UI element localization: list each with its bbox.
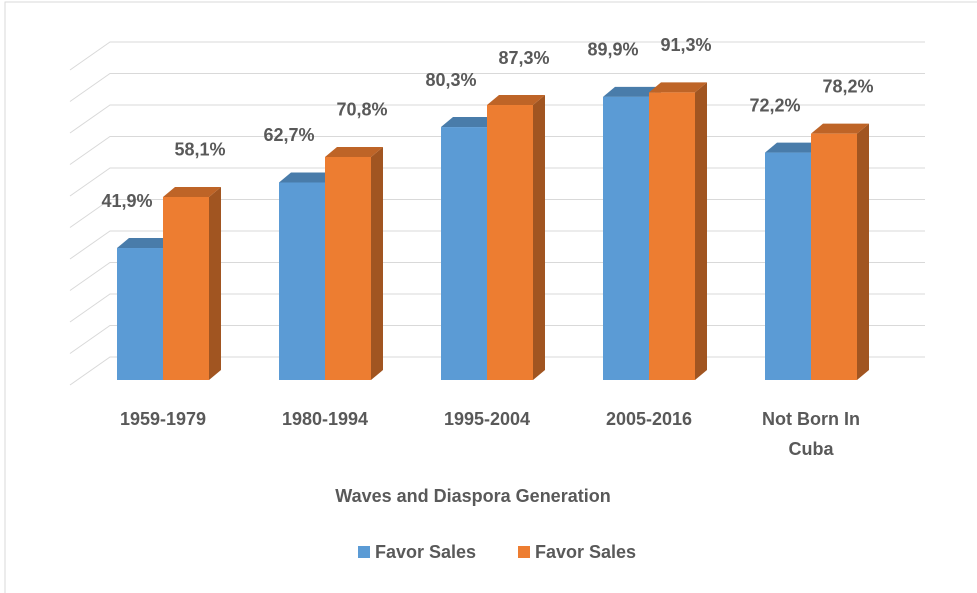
bar-front xyxy=(603,96,649,380)
legend-label: Favor Sales xyxy=(375,542,476,562)
bar xyxy=(487,95,545,380)
bar-top xyxy=(765,142,823,153)
data-label: 89,9% xyxy=(587,40,638,60)
bar-top xyxy=(441,117,499,128)
bar-top xyxy=(163,186,221,197)
bar-side xyxy=(209,186,221,380)
bar-front xyxy=(163,196,209,380)
data-label: 80,3% xyxy=(425,70,476,90)
bar-side xyxy=(857,123,869,381)
data-label: 41,9% xyxy=(101,191,152,211)
x-tick-label: 1995-2004 xyxy=(444,409,530,429)
bar-front xyxy=(811,133,857,380)
bar xyxy=(163,186,221,380)
data-label: 91,3% xyxy=(660,35,711,55)
data-label: 87,3% xyxy=(498,48,549,68)
x-tick-label: Not Born In Cuba xyxy=(762,409,860,459)
data-label: 70,8% xyxy=(336,100,387,120)
legend-label: Favor Sales xyxy=(535,542,636,562)
bar-side xyxy=(695,82,707,380)
x-tick-label: 2005-2016 xyxy=(606,409,692,429)
data-label: 62,7% xyxy=(263,125,314,145)
bar xyxy=(325,146,383,380)
grid-line xyxy=(69,73,925,102)
grid-line xyxy=(69,41,925,71)
data-label: 72,2% xyxy=(749,95,800,115)
x-axis-title: Waves and Diaspora Generation xyxy=(335,486,610,506)
bar-front xyxy=(279,182,325,380)
x-tick-label-line: Cuba xyxy=(789,439,835,459)
frame xyxy=(4,1,977,593)
bar-front xyxy=(325,156,371,380)
bar-front xyxy=(765,152,811,380)
bar-top xyxy=(649,82,707,93)
bar-side xyxy=(533,95,545,380)
x-tick-label-line: Not Born In xyxy=(762,409,860,429)
bar-top xyxy=(603,86,661,97)
x-tick-label: 1959-1979 xyxy=(120,409,206,429)
bar-top xyxy=(279,172,337,183)
bar xyxy=(811,123,869,381)
bar-top xyxy=(325,146,383,157)
bar xyxy=(649,82,707,380)
bar-top xyxy=(117,238,175,249)
bar-front xyxy=(441,127,487,381)
bar-side xyxy=(371,146,383,380)
bar-front xyxy=(117,248,163,380)
bar-front xyxy=(487,105,533,380)
legend-swatch xyxy=(518,546,530,558)
bar-front xyxy=(649,92,695,380)
data-label: 78,2% xyxy=(822,76,873,96)
x-tick-label: 1980-1994 xyxy=(282,409,368,429)
bar-top xyxy=(811,123,869,134)
bar-top xyxy=(487,95,545,106)
data-label: 58,1% xyxy=(174,140,225,160)
legend-swatch xyxy=(358,546,370,558)
